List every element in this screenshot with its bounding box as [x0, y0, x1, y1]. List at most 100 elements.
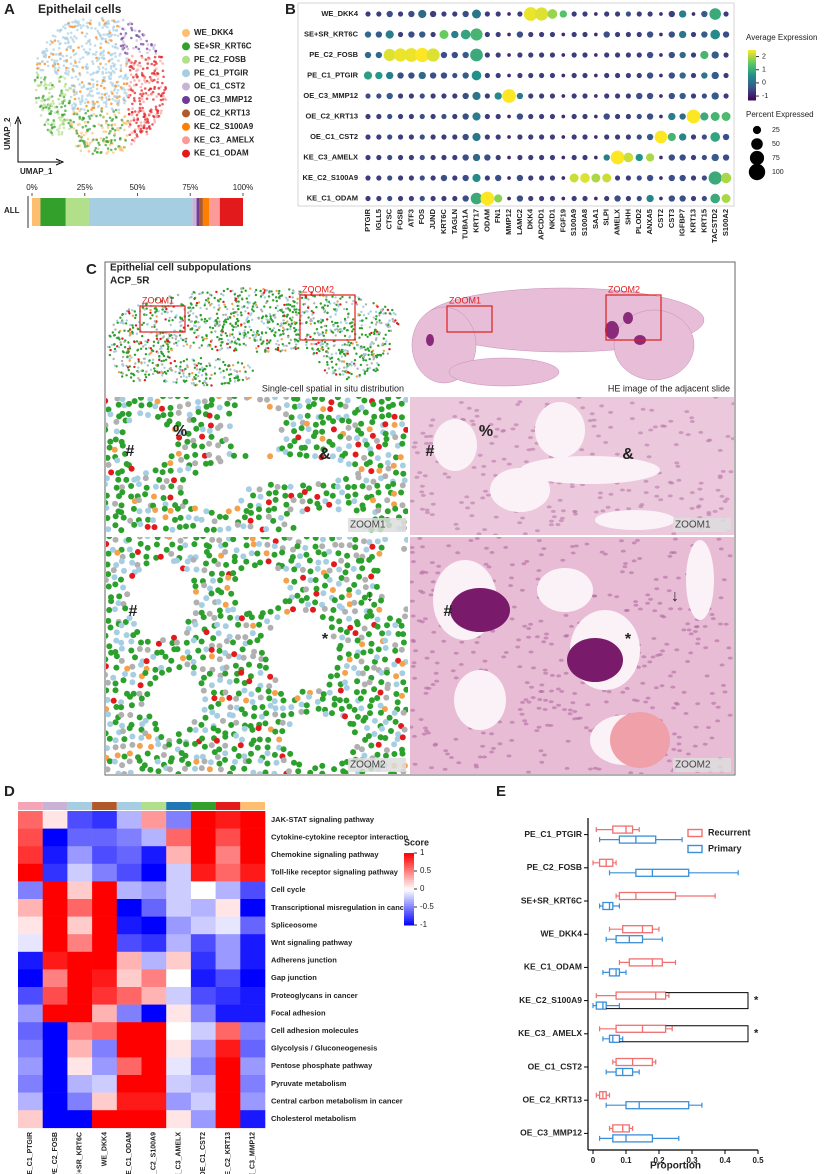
dot [659, 196, 663, 201]
spatial-cell [283, 565, 290, 572]
column-label: KRT13 [688, 209, 697, 233]
umap-cell [86, 109, 90, 113]
dot [528, 52, 534, 58]
spatial-cell [198, 380, 201, 383]
spatial-cell [305, 321, 308, 325]
colorbar-tick-label: -1 [762, 93, 768, 100]
spatial-cell [157, 310, 160, 313]
he-nucleus [513, 423, 519, 427]
spatial-cell [144, 544, 151, 551]
spatial-cell [298, 701, 305, 708]
umap-cell [139, 127, 143, 131]
spatial-cell [248, 366, 251, 369]
umap-cell [47, 122, 50, 126]
spatial-cell [335, 550, 342, 557]
umap-cell [91, 131, 94, 135]
he-nucleus [660, 424, 665, 428]
umap-cell [140, 94, 144, 98]
spatial-cell [216, 404, 223, 411]
dot [604, 11, 610, 17]
spatial-cell [342, 679, 348, 686]
bar-segment [88, 198, 193, 226]
umap-cell [129, 119, 133, 123]
umap-cell [124, 139, 127, 142]
umap-cell [125, 94, 129, 98]
spatial-cell [222, 436, 229, 443]
umap-cell [40, 99, 43, 103]
column-label: CTSC [385, 208, 394, 229]
spatial-cell [392, 647, 399, 654]
spatial-cell [233, 311, 236, 314]
umap-cell [161, 62, 164, 65]
spatial-cell [339, 417, 346, 424]
umap-cell [45, 49, 49, 53]
he-nucleus [727, 554, 733, 558]
colorbar-step [748, 90, 756, 93]
umap-cell [82, 24, 85, 27]
spatial-cell [339, 297, 342, 300]
umap-cell [141, 67, 145, 70]
he-nucleus [544, 402, 550, 406]
spatial-cell [182, 374, 185, 378]
legend-label: WE_DKK4 [194, 28, 234, 37]
spatial-cell [279, 549, 286, 556]
column-label: S100A8 [580, 209, 589, 236]
spatial-cell [220, 347, 224, 350]
umap-cell [148, 75, 152, 79]
spatial-cell [236, 337, 240, 341]
spatial-cell [118, 639, 125, 646]
umap-cell [102, 54, 105, 57]
spatial-cell [235, 348, 238, 352]
umap-cell [123, 114, 127, 118]
spatial-cell [348, 344, 351, 347]
spatial-cell [183, 397, 190, 400]
umap-cell [73, 112, 76, 116]
spatial-cell [302, 544, 309, 551]
umap-cell [69, 44, 72, 48]
he-nucleus [560, 509, 566, 513]
spatial-cell [391, 413, 398, 420]
spatial-cell [367, 710, 373, 717]
spatial-cell [363, 613, 370, 620]
spatial-cell [117, 371, 121, 374]
spatial-cell [166, 311, 169, 314]
umap-cell [74, 75, 78, 78]
spatial-cell [277, 296, 281, 299]
spatial-cell [215, 425, 221, 431]
spatial-cell [282, 492, 289, 499]
he-nucleus [524, 559, 530, 563]
spatial-cell [398, 414, 405, 421]
dot [452, 11, 458, 17]
spatial-cell [309, 319, 312, 323]
spatial-cell [174, 316, 177, 319]
spatial-cell [366, 426, 373, 433]
spatial-cell [247, 502, 254, 509]
spatial-cell [246, 678, 253, 685]
he-nucleus [602, 552, 608, 556]
umap-cell [124, 51, 127, 55]
he-nucleus [551, 515, 557, 519]
spatial-cell [368, 697, 375, 704]
spatial-cell [368, 468, 375, 475]
zoom2-cells [106, 537, 408, 774]
spatial-cell [229, 333, 232, 336]
spatial-cell [243, 322, 246, 325]
spatial-cell [227, 614, 234, 621]
spatial-cell [127, 712, 134, 718]
spatial-cell [355, 352, 358, 355]
legend-label: SE+SR_KRT6C [194, 42, 252, 51]
he-nucleus [608, 410, 614, 414]
umap-cell [64, 69, 68, 72]
column-label: NKD1 [547, 209, 556, 229]
he-nucleus [559, 516, 565, 520]
umap-cell [153, 69, 157, 72]
spatial-cell [111, 446, 118, 453]
umap-cell [137, 47, 141, 51]
spatial-cell [382, 645, 389, 651]
spatial-cell [193, 363, 196, 366]
spatial-cell [281, 326, 285, 329]
spatial-cell [384, 622, 390, 629]
spatial-cell [159, 669, 165, 676]
spatial-cell [217, 672, 224, 679]
spatial-cell [247, 377, 251, 380]
